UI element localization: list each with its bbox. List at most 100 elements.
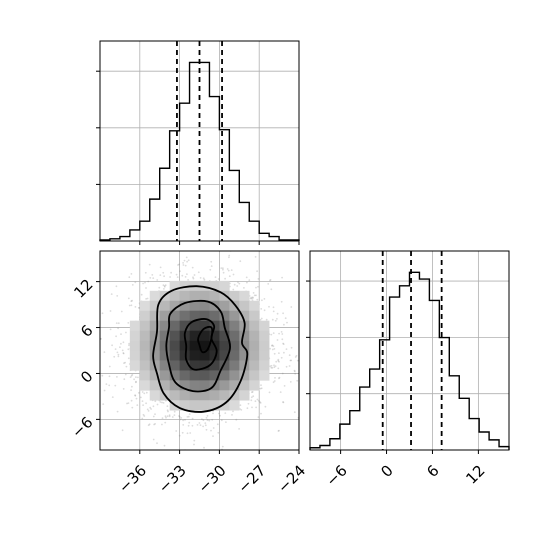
sample-point [281,333,284,335]
sample-point [232,288,235,291]
sample-point [169,276,172,278]
sample-point [131,299,134,302]
density-cell [179,350,190,361]
density-cell [229,400,240,411]
sample-point [162,402,165,404]
sample-point [166,415,169,418]
density-cell [179,310,190,321]
sample-point [208,419,211,422]
sample-point [212,412,214,415]
sample-point [193,439,196,442]
sample-point [173,410,176,413]
sample-point [204,422,207,424]
density-cell [239,360,250,371]
density-cell [219,400,230,411]
sample-point [117,322,120,325]
density-cell [169,390,180,401]
sample-point [252,395,255,398]
sample-point [145,402,148,405]
sample-point [150,408,153,410]
sample-point [284,317,287,320]
sample-point [276,312,279,315]
density-cell [139,340,151,351]
sample-point [253,294,256,297]
sample-point [282,342,284,345]
sample-point [166,409,169,412]
sample-point [187,424,190,427]
sample-point [210,429,212,432]
density-cell [259,370,270,381]
sample-point [186,237,188,239]
sample-point [271,348,274,351]
density-cell [219,370,230,381]
sample-point [268,391,271,394]
sample-point [96,304,98,306]
density-cell [179,400,190,411]
sample-point [274,365,277,367]
sample-point [255,286,257,289]
sample-point [134,394,137,396]
density-cell [139,360,151,371]
y-tick-label: 0 [77,367,96,386]
sample-point [140,396,142,399]
sample-point [164,284,167,287]
density-cell [189,310,200,321]
sample-point [137,376,139,379]
sample-point [131,284,134,286]
sample-point [109,310,112,312]
sample-point [283,323,285,326]
sample-point [120,310,123,313]
density-cell [189,330,200,341]
x-tick-label: −30 [195,462,230,497]
sample-point [259,318,262,321]
sample-point [302,359,304,361]
sample-point [211,418,214,421]
x-tick-label: −27 [234,462,269,497]
sample-point [314,379,316,381]
sample-point [290,359,293,362]
sample-point [191,266,194,269]
density-cell [259,320,270,331]
sample-point [102,403,105,405]
sample-point [176,276,179,278]
sample-point [269,347,271,350]
sample-point [109,328,112,331]
sample-point [269,279,271,282]
density-cell [139,300,151,311]
sample-point [274,377,276,379]
sample-point [162,284,165,287]
sample-point [257,399,260,402]
sample-point [290,306,293,308]
joint-density-panel: −36 −33 −30 −27 −24 −6 0 6 12 [68,237,316,497]
sample-point [222,268,224,271]
density-cell [219,350,230,361]
sample-point [270,333,273,336]
density-cell [249,300,260,311]
sample-point [228,254,231,257]
sample-point [278,429,280,432]
density-cell [209,350,220,361]
sample-point [125,331,127,334]
y-tick-label: 6 [77,321,96,340]
sample-point [257,285,259,288]
density-cell [209,390,220,401]
density-cell [159,300,170,311]
sample-point [225,421,227,423]
sample-point [285,348,288,350]
sample-point [135,397,138,400]
sample-point [285,365,288,368]
sample-point [226,268,229,270]
sample-point [186,416,189,418]
sample-point [202,419,205,422]
density-cell [179,320,190,331]
sample-point [117,353,120,356]
sample-point [131,406,134,409]
density-cell [239,330,250,341]
sample-point [186,432,189,435]
sample-point [168,414,171,416]
sample-point [108,375,111,378]
sample-point [282,343,285,345]
sample-point [101,374,104,377]
density-cell [149,350,160,361]
density-cell [219,290,230,302]
